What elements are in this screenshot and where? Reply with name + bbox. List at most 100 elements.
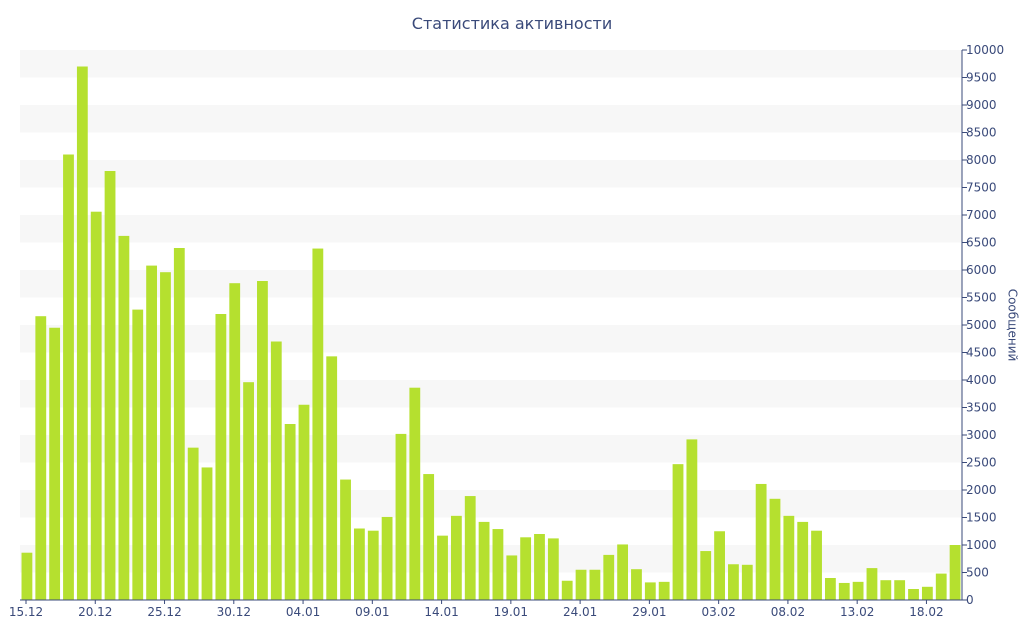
bar (132, 309, 144, 600)
bar (534, 534, 545, 600)
x-tick-label: 20.12 (78, 605, 112, 619)
x-tick-label: 24.01 (563, 605, 597, 619)
bar (340, 479, 351, 600)
bar (118, 235, 130, 600)
grid-band (20, 160, 962, 188)
bar (492, 529, 504, 600)
bar (35, 316, 47, 600)
bar (880, 580, 892, 600)
bar (464, 496, 476, 600)
bar (173, 248, 185, 600)
y-tick-label: 5500 (966, 291, 997, 305)
bar (201, 467, 213, 600)
bar (353, 528, 365, 600)
bar (686, 439, 698, 600)
x-tick-label: 09.01 (355, 605, 389, 619)
y-tick-label: 4500 (966, 346, 997, 360)
bar (935, 573, 947, 600)
bar (714, 531, 725, 600)
bar (700, 551, 712, 600)
bar (852, 581, 864, 600)
x-tick-label: 18.02 (909, 605, 943, 619)
x-tick-label: 03.02 (701, 605, 735, 619)
y-tick-label: 500 (966, 566, 989, 580)
bar (631, 569, 642, 600)
bar (90, 211, 102, 600)
bar (838, 582, 850, 600)
bar (589, 569, 601, 600)
x-tick-label: 14.01 (424, 605, 458, 619)
bar (520, 537, 532, 600)
bar (908, 589, 919, 600)
bar (797, 521, 809, 600)
bar (450, 515, 462, 600)
bar (298, 404, 310, 600)
bar (617, 544, 629, 600)
bar (741, 564, 753, 600)
bar (76, 66, 88, 600)
bar (755, 483, 767, 600)
bar (824, 578, 836, 600)
bar (644, 582, 656, 600)
y-tick-label: 7500 (966, 181, 997, 195)
y-tick-label: 8500 (966, 126, 997, 140)
bar (769, 498, 781, 600)
bar (243, 382, 254, 600)
bar (160, 272, 171, 600)
bar (728, 564, 739, 600)
x-tick-label: 04.01 (286, 605, 320, 619)
bar (575, 569, 587, 600)
bar (187, 447, 199, 600)
y-tick-label: 5000 (966, 318, 997, 332)
x-tick-label: 19.01 (494, 605, 528, 619)
y-tick-label: 2000 (966, 483, 997, 497)
y-tick-label: 7000 (966, 208, 997, 222)
bar (811, 530, 822, 600)
bar (561, 580, 573, 600)
bar (326, 356, 338, 600)
y-tick-label: 4000 (966, 373, 997, 387)
y-tick-label: 2500 (966, 456, 997, 470)
x-tick-label: 30.12 (217, 605, 251, 619)
bar (672, 464, 684, 600)
bar (270, 341, 282, 600)
bar (921, 586, 933, 600)
y-tick-label: 10000 (966, 43, 1004, 57)
y-tick-label: 1000 (966, 538, 997, 552)
y-tick-label: 3000 (966, 428, 997, 442)
x-tick-label: 13.02 (840, 605, 874, 619)
bar (381, 516, 393, 600)
bar (949, 545, 961, 600)
bar (21, 552, 33, 600)
x-tick-label: 15.12 (9, 605, 43, 619)
x-tick-label: 29.01 (632, 605, 666, 619)
bar (894, 580, 906, 600)
grid-band (20, 50, 962, 78)
bar (63, 154, 74, 600)
bar (312, 248, 324, 601)
grid-band (20, 105, 962, 133)
bar (146, 265, 158, 600)
y-tick-label: 6500 (966, 236, 997, 250)
bar (866, 568, 878, 600)
y-axis-title: Сообщений (1006, 289, 1020, 362)
y-axis-ticks: 0 500 1000 1500 2000 2500 3000 3500 4000 4500 5000… (962, 43, 1004, 607)
bar (506, 555, 518, 600)
bar (423, 474, 435, 600)
y-tick-label: 8000 (966, 153, 997, 167)
bar (395, 433, 407, 600)
bar (409, 387, 421, 600)
chart-title: Статистика активности (411, 14, 613, 33)
bar (49, 327, 61, 600)
y-tick-label: 9000 (966, 98, 997, 112)
bar (215, 314, 227, 600)
x-tick-label: 25.12 (147, 605, 181, 619)
grid-band (20, 215, 962, 243)
y-tick-label: 0 (966, 593, 974, 607)
bar (478, 521, 490, 600)
x-axis-ticks: 15.12 20.12 25.12 30.12 04.01 09.01 14.01 19.01… (9, 600, 944, 619)
x-tick-label: 08.02 (771, 605, 805, 619)
bar (284, 424, 296, 600)
bar (547, 538, 559, 600)
